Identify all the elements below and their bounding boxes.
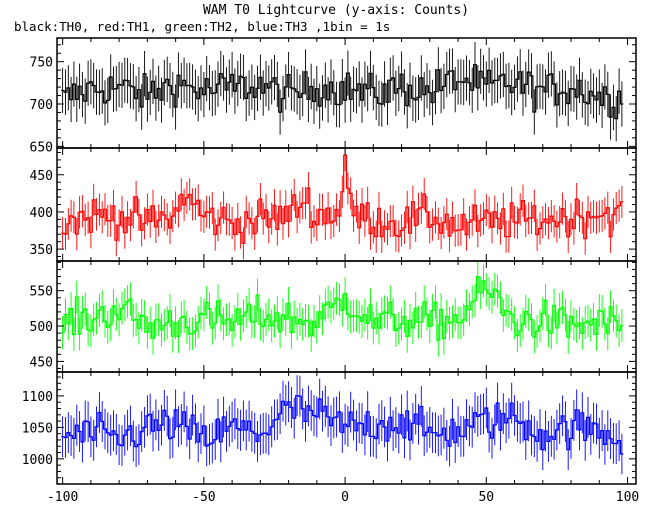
panel-th0: 650 700 750: [30, 37, 637, 155]
series-th2-error-bars: [62, 261, 623, 357]
panel-th2: 450 500 550: [30, 260, 637, 373]
chart-title: WAM T0 Lightcurve (y-axis: Counts): [203, 3, 469, 18]
panels-group: 650700750350400450450500550100010501100-…: [22, 37, 639, 505]
series-th1-error-bars: [62, 148, 623, 260]
y-tick-label: 750: [30, 56, 53, 71]
y-tick-label: 500: [30, 320, 53, 335]
x-tick-label: 0: [341, 490, 349, 505]
y-tick-label: 700: [30, 98, 53, 113]
y-tick-label: 400: [30, 206, 53, 221]
y-tick-label: 650: [30, 140, 53, 155]
panel-th3: 1000 1050 1100: [22, 371, 637, 485]
x-tick-label: -100: [47, 490, 78, 505]
x-tick-label: 100: [616, 490, 639, 505]
y-tick-label: 1050: [22, 421, 53, 436]
y-tick-label: 1000: [22, 453, 53, 468]
series-th2-line: [61, 276, 624, 341]
series-th0-line: [61, 64, 624, 120]
series-th2: [61, 261, 624, 357]
x-tick-label: 50: [478, 490, 494, 505]
series-th0: [61, 42, 624, 142]
panel-th1: 350 400 450: [30, 147, 637, 262]
y-tick-label: 450: [30, 169, 53, 184]
y-tick-label: 550: [30, 285, 53, 300]
series-th1: [61, 148, 624, 260]
x-tick-label: -50: [192, 490, 215, 505]
chart-subtitle: black:TH0, red:TH1, green:TH2, blue:TH3 …: [14, 19, 390, 34]
panel-frame: [56, 371, 637, 485]
series-th3-line: [61, 395, 624, 455]
series-th1-line: [61, 154, 624, 244]
y-tick-label: 350: [30, 243, 53, 258]
y-tick-label: 1100: [22, 390, 53, 405]
series-th3: [61, 375, 624, 475]
y-tick-label: 450: [30, 355, 53, 370]
